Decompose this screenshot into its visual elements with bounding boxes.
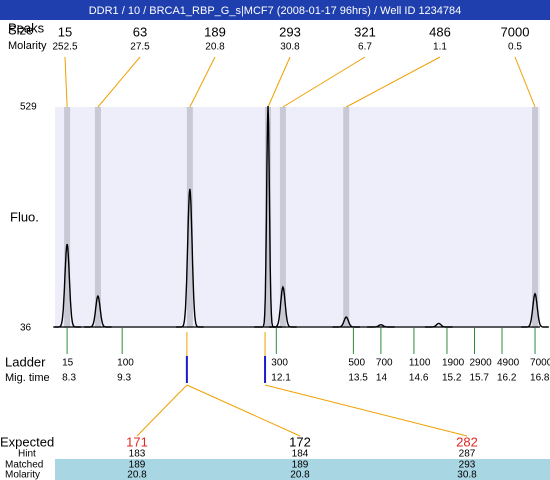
expected-size: 282 [456,434,478,449]
peak-size: 63 [133,24,147,39]
peak-connector [64,56,68,108]
matched-molarity: 30.8 [457,470,477,480]
ladder-size: 300 [271,358,288,369]
peak-molarity: 0.5 [508,42,522,53]
hint-size: 183 [129,449,146,460]
peak-size: 293 [279,24,301,39]
matched-size: 189 [292,460,309,471]
matched-label: Matched [5,460,43,471]
peak-connector [345,56,441,108]
peak-molarity: 30.8 [280,42,300,53]
trace-peak [269,285,297,328]
ladder-size: 1100 [409,358,431,369]
ladder-time: 16.2 [497,373,517,384]
expected-label: Expected [0,434,54,449]
ladder-size: 2900 [469,358,492,369]
ladder-size: 500 [348,358,365,369]
ladder-time: 14.6 [409,373,429,384]
peak-molarity: 252.5 [52,42,77,53]
peak-band [532,107,539,328]
peak-molarity: 27.5 [130,42,150,53]
size-label: Size [8,22,33,37]
hint-size: 287 [459,449,476,460]
expected-size: 171 [126,434,148,449]
peak-connector [189,56,216,108]
trace-peak [84,294,112,328]
matched-molarity: 20.8 [290,470,310,480]
peak-connector [282,56,366,108]
hint-size: 184 [292,449,309,460]
peak-molarity: 20.8 [205,42,225,53]
expected-connector [264,384,468,437]
trace-peak [254,105,282,328]
trace-peak [521,292,549,328]
ladder-size: 4900 [497,358,520,369]
peak-connector [97,56,141,108]
matched-size: 293 [459,460,476,471]
trace-peak [53,243,81,328]
peak-size: 189 [204,24,226,39]
peak-band [279,107,286,328]
peak-band [343,107,350,328]
matched-band [55,459,550,480]
ladder-time: 14 [376,373,388,384]
peak-connector [514,56,536,108]
y-tick-label: 529 [20,102,37,113]
title-bar [0,0,550,20]
ladder-time: 15.2 [442,373,462,384]
trace-peak [367,324,395,328]
trace-peak [332,316,360,328]
peak-molarity: 1.1 [433,42,447,53]
ladder-time: 13.5 [348,373,368,384]
ladder-time: 9.3 [117,373,131,384]
title: DDR1 / 10 / BRCA1_RBP_G_s|MCF7 (2008-01-… [89,5,462,17]
expected-molarity-label: Molarity [5,470,40,480]
peaks-label: Peaks [8,20,45,35]
ladder-time: 12.1 [271,373,291,384]
hint-label: Hint [18,449,36,460]
mig-time-label: Mig. time [5,372,50,384]
ladder-size: 15 [62,358,74,369]
trace-peak [176,188,204,328]
peak-size: 486 [429,24,451,39]
peak-connector [267,56,291,108]
peak-size: 7000 [501,24,530,39]
peak-band [265,107,272,328]
peak-band [186,107,193,328]
peak-band [64,107,71,328]
y-tick-label: 36 [20,323,32,334]
ladder-time: 16.8 [530,373,550,384]
matched-size: 189 [129,460,146,471]
ladder-size: 7000 [530,358,550,369]
peak-molarity: 6.7 [358,42,372,53]
ladder-time: 8.3 [62,373,76,384]
matched-molarity: 20.8 [127,470,147,480]
expected-size: 172 [289,434,311,449]
y-axis-label: Fluo. [10,209,39,224]
plot-area [55,107,540,328]
expected-connector [136,384,188,437]
ladder-size: 700 [376,358,393,369]
molarity-label: Molarity [8,40,47,52]
peak-size: 15 [58,24,72,39]
ladder-time: 15.7 [469,373,489,384]
peak-band [94,107,101,328]
peak-size: 321 [354,24,376,39]
expected-connector [186,384,301,437]
trace-peak [424,322,453,328]
ladder-size: 1900 [442,358,465,369]
ladder-size: 100 [117,358,134,369]
ladder-label: Ladder [5,354,46,369]
